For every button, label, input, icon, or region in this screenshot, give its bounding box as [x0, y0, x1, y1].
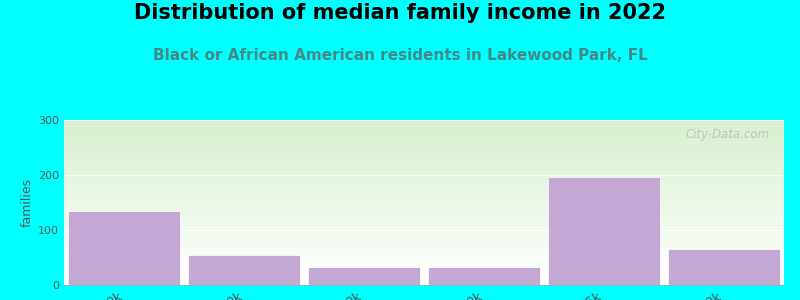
Bar	[308, 267, 420, 285]
Bar	[188, 255, 300, 285]
Bar	[428, 267, 540, 285]
Bar	[548, 177, 660, 285]
Bar	[668, 249, 780, 285]
Y-axis label: families: families	[21, 178, 34, 227]
Text: Distribution of median family income in 2022: Distribution of median family income in …	[134, 3, 666, 23]
Bar	[68, 211, 180, 285]
Text: Black or African American residents in Lakewood Park, FL: Black or African American residents in L…	[153, 48, 647, 63]
Text: City-Data.com: City-Data.com	[686, 128, 770, 141]
